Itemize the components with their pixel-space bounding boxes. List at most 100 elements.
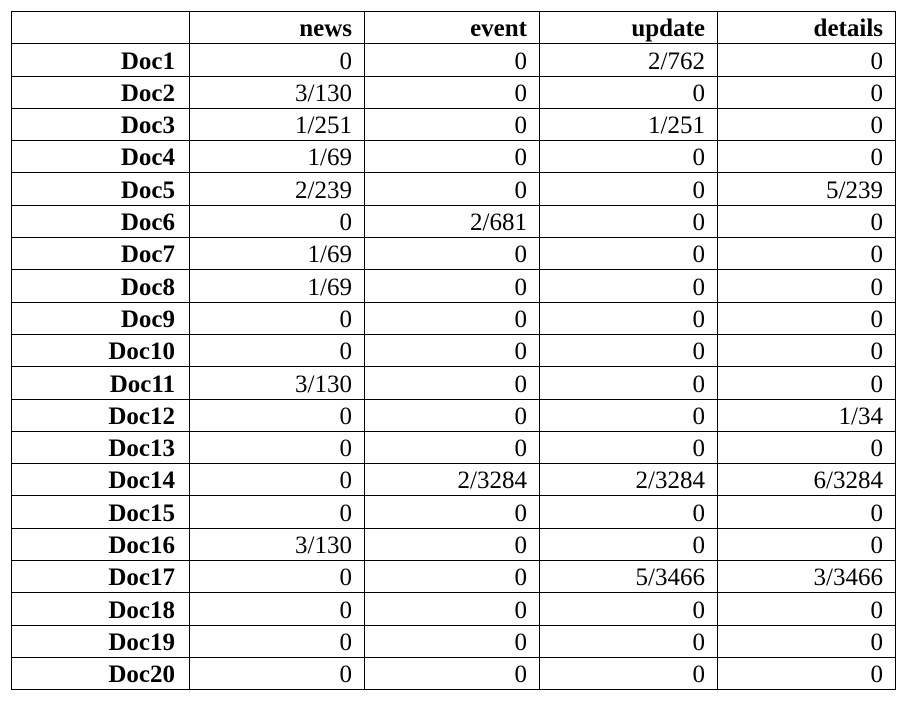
cell-details: 0 — [717, 43, 896, 77]
cell-news: 1/69 — [189, 237, 365, 271]
cell-event: 0 — [364, 75, 540, 109]
table-body: Doc1 0 0 2/762 0 Doc2 3/130 0 0 0 Doc3 1/251 0 1/251 0… — [11, 43, 896, 691]
cell-update: 0 — [539, 366, 718, 400]
cell-news: 3/130 — [189, 366, 365, 400]
cell-update: 0 — [539, 527, 718, 562]
cell-update: 0 — [539, 430, 718, 465]
header-row: news event update details — [11, 10, 896, 45]
row-label: Doc1 — [11, 43, 190, 77]
row-label: Doc17 — [11, 560, 190, 594]
cell-event: 0 — [364, 301, 540, 335]
cell-update: 0 — [539, 204, 718, 239]
cell-news: 0 — [189, 624, 365, 658]
table-row: Doc18 0 0 0 0 — [11, 592, 896, 626]
cell-news: 0 — [189, 495, 365, 529]
cell-news: 0 — [189, 560, 365, 594]
cell-news: 0 — [189, 333, 365, 368]
cell-update: 0 — [539, 140, 718, 174]
column-header-event: event — [364, 10, 540, 45]
cell-details: 6/3284 — [717, 463, 896, 497]
table-row: Doc17 0 0 5/3466 3/3466 — [11, 560, 896, 594]
row-label: Doc15 — [11, 495, 190, 529]
cell-update: 0 — [539, 495, 718, 529]
row-label: Doc5 — [11, 172, 190, 206]
cell-update: 2/3284 — [539, 463, 718, 497]
cell-details: 0 — [717, 301, 896, 335]
cell-details: 1/34 — [717, 398, 896, 432]
cell-event: 0 — [364, 140, 540, 174]
cell-news: 0 — [189, 301, 365, 335]
cell-event: 0 — [364, 495, 540, 529]
cell-details: 5/239 — [717, 172, 896, 206]
cell-event: 2/681 — [364, 204, 540, 239]
cell-news: 0 — [189, 592, 365, 626]
row-label: Doc7 — [11, 237, 190, 271]
cell-update: 0 — [539, 592, 718, 626]
table-row: Doc2 3/130 0 0 0 — [11, 75, 896, 109]
cell-event: 0 — [364, 624, 540, 658]
cell-news: 3/130 — [189, 75, 365, 109]
cell-update: 0 — [539, 237, 718, 271]
table-row: Doc15 0 0 0 0 — [11, 495, 896, 529]
row-label: Doc14 — [11, 463, 190, 497]
table-row: Doc14 0 2/3284 2/3284 6/3284 — [11, 463, 896, 497]
cell-details: 0 — [717, 366, 896, 400]
cell-news: 0 — [189, 398, 365, 432]
cell-details: 0 — [717, 495, 896, 529]
cell-event: 0 — [364, 560, 540, 594]
cell-update: 0 — [539, 624, 718, 658]
cell-news: 0 — [189, 463, 365, 497]
table-row: Doc13 0 0 0 0 — [11, 430, 896, 465]
table-row: Doc1 0 0 2/762 0 — [11, 43, 896, 77]
cell-details: 0 — [717, 527, 896, 562]
table-row: Doc7 1/69 0 0 0 — [11, 237, 896, 271]
cell-update: 1/251 — [539, 107, 718, 142]
cell-event: 0 — [364, 172, 540, 206]
cell-news: 1/251 — [189, 107, 365, 142]
cell-details: 0 — [717, 204, 896, 239]
table-row: Doc11 3/130 0 0 0 — [11, 366, 896, 400]
row-label: Doc13 — [11, 430, 190, 465]
cell-update: 0 — [539, 269, 718, 303]
cell-details: 0 — [717, 269, 896, 303]
cell-event: 0 — [364, 43, 540, 77]
cell-update: 0 — [539, 75, 718, 109]
cell-details: 0 — [717, 333, 896, 368]
table-row: Doc16 3/130 0 0 0 — [11, 527, 896, 562]
cell-update: 0 — [539, 656, 718, 691]
cell-event: 0 — [364, 107, 540, 142]
row-label: Doc16 — [11, 527, 190, 562]
table-row: Doc20 0 0 0 0 — [11, 656, 896, 691]
table-row: Doc9 0 0 0 0 — [11, 301, 896, 335]
table-row: Doc5 2/239 0 0 5/239 — [11, 172, 896, 206]
table-row: Doc3 1/251 0 1/251 0 — [11, 107, 896, 142]
table-row: Doc10 0 0 0 0 — [11, 333, 896, 368]
cell-event: 0 — [364, 333, 540, 368]
table-row: Doc12 0 0 0 1/34 — [11, 398, 896, 432]
cell-details: 0 — [717, 430, 896, 465]
doc-term-table: news event update details Doc1 0 0 2/762 0 Do… — [11, 10, 896, 691]
row-label: Doc3 — [11, 107, 190, 142]
row-label: Doc6 — [11, 204, 190, 239]
row-label: Doc2 — [11, 75, 190, 109]
cell-event: 0 — [364, 269, 540, 303]
table-header: news event update details — [11, 10, 896, 45]
row-label: Doc20 — [11, 656, 190, 691]
table-row: Doc6 0 2/681 0 0 — [11, 204, 896, 239]
cell-news: 3/130 — [189, 527, 365, 562]
cell-event: 0 — [364, 656, 540, 691]
row-label: Doc19 — [11, 624, 190, 658]
cell-details: 0 — [717, 592, 896, 626]
cell-news: 0 — [189, 430, 365, 465]
cell-details: 0 — [717, 624, 896, 658]
cell-event: 2/3284 — [364, 463, 540, 497]
cell-details: 3/3466 — [717, 560, 896, 594]
cell-details: 0 — [717, 237, 896, 271]
table-row: Doc4 1/69 0 0 0 — [11, 140, 896, 174]
cell-news: 1/69 — [189, 140, 365, 174]
cell-event: 0 — [364, 430, 540, 465]
cell-update: 0 — [539, 172, 718, 206]
cell-event: 0 — [364, 527, 540, 562]
column-header-news: news — [189, 10, 365, 45]
row-label: Doc10 — [11, 333, 190, 368]
